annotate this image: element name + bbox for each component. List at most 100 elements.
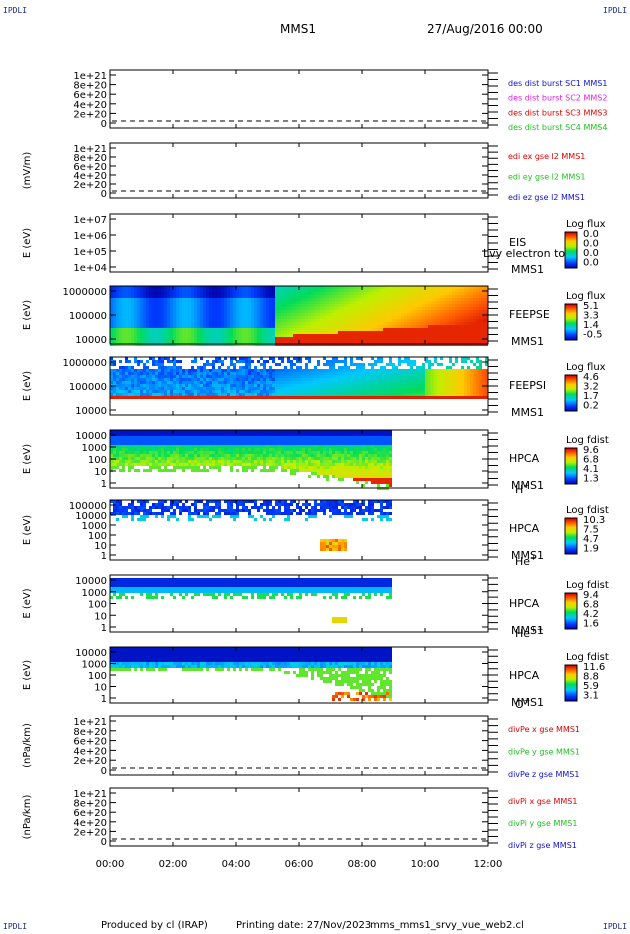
panel-4-cell [413,387,416,390]
panel-3-cell [392,313,395,316]
panel-3-cell [464,298,467,301]
panel-3-cell [173,325,176,328]
panel-3-cell [263,292,266,295]
panel-3-cell [227,304,230,307]
panel-3-colorbar-cell [565,337,577,338]
panel-4-cell [368,384,371,387]
panel-4-cell [314,375,317,378]
panel-3-cell [449,340,452,343]
panel-3-cell [461,331,464,334]
panel-3-cell [179,337,182,340]
panel-4-cell [482,372,485,375]
panel-0-ytick-label-3: 4e+20 [73,100,107,111]
panel-4-cell [287,369,290,372]
panel-3-cell [137,322,140,325]
panel-4-cell [158,387,161,390]
panel-5-cell [212,457,215,460]
panel-3-cell [260,286,263,289]
panel-3-cell [407,310,410,313]
panel-4-cell [266,390,269,393]
panel-3-cell [248,289,251,292]
panel-3-cell [140,322,143,325]
panel-5-cell [224,439,227,442]
panel-3-cell [233,301,236,304]
panel-3-cell [239,304,242,307]
panel-3-cell [239,289,242,292]
panel-3-cell [242,319,245,322]
panel-5-cell [227,463,230,466]
panel-3-cell [236,313,239,316]
panel-3-cell [134,295,137,298]
panel-4-cell [473,393,476,396]
panel-4-cell [128,378,131,381]
panel-3-cell [449,328,452,331]
panel-4-cell [347,387,350,390]
panel-3-cell [461,313,464,316]
panel-3-cell [395,325,398,328]
panel-3-cell [284,325,287,328]
panel-3-cell [260,289,263,292]
panel-3-cell [173,298,176,301]
panel-4-cell [122,381,125,384]
panel-5-cell [218,433,221,436]
panel-4-cell [161,396,164,399]
panel-3-cell [137,337,140,340]
panel-3-cell [203,337,206,340]
panel-4-cell [479,381,482,384]
panel-3-cell [257,328,260,331]
panel-3-colorbar-cell [565,316,577,317]
panel-3-cell [242,331,245,334]
panel-5-cell [137,439,140,442]
panel-4-cell [425,360,428,363]
panel-4-cell [425,387,428,390]
panel-5-cell [209,445,212,448]
panel-3-cell [248,307,251,310]
panel-3-cell [473,301,476,304]
panel-3-cell [284,301,287,304]
panel-3-cell [443,301,446,304]
panel-4-cell [266,375,269,378]
panel-3-cell [407,292,410,295]
panel-5-cell [149,454,152,457]
panel-3-cell [398,295,401,298]
panel-4-cell [149,396,152,399]
panel-5-cell [197,451,200,454]
panel-4-cell [209,387,212,390]
panel-3-cell [461,328,464,331]
panel-4-cell [212,378,215,381]
panel-5-cell [137,460,140,463]
panel-3-cell [284,322,287,325]
panel-3-cell [425,319,428,322]
panel-3-cell [317,340,320,343]
panel-3-cell [176,295,179,298]
panel-3-cell [248,340,251,343]
panel-4-cell [176,384,179,387]
panel-3-cell [329,313,332,316]
panel-3-cell [353,286,356,289]
panel-3-cell [425,304,428,307]
panel-3-cell [371,292,374,295]
panel-3-cell [215,298,218,301]
panel-3-cell [179,298,182,301]
panel-4-cell [206,387,209,390]
panel-5-cell [170,445,173,448]
panel-3-cell [206,331,209,334]
panel-4-cell [146,360,149,363]
panel-4-cell [224,372,227,375]
panel-3-cell [452,340,455,343]
panel-4-cell [293,357,296,360]
panel-4-cell [269,384,272,387]
panel-3-cell [341,337,344,340]
panel-3-cell [386,286,389,289]
panel-5-cell [143,451,146,454]
panel-4-cell [263,366,266,369]
panel-5-cell [182,469,185,472]
panel-3-cell [173,286,176,289]
panel-3-cell [416,325,419,328]
panel-3-cell [185,334,188,337]
panel-3-cell [254,316,257,319]
panel-4-cell [113,369,116,372]
panel-4-cell [215,375,218,378]
panel-3-cell [167,295,170,298]
panel-3-cell [293,322,296,325]
